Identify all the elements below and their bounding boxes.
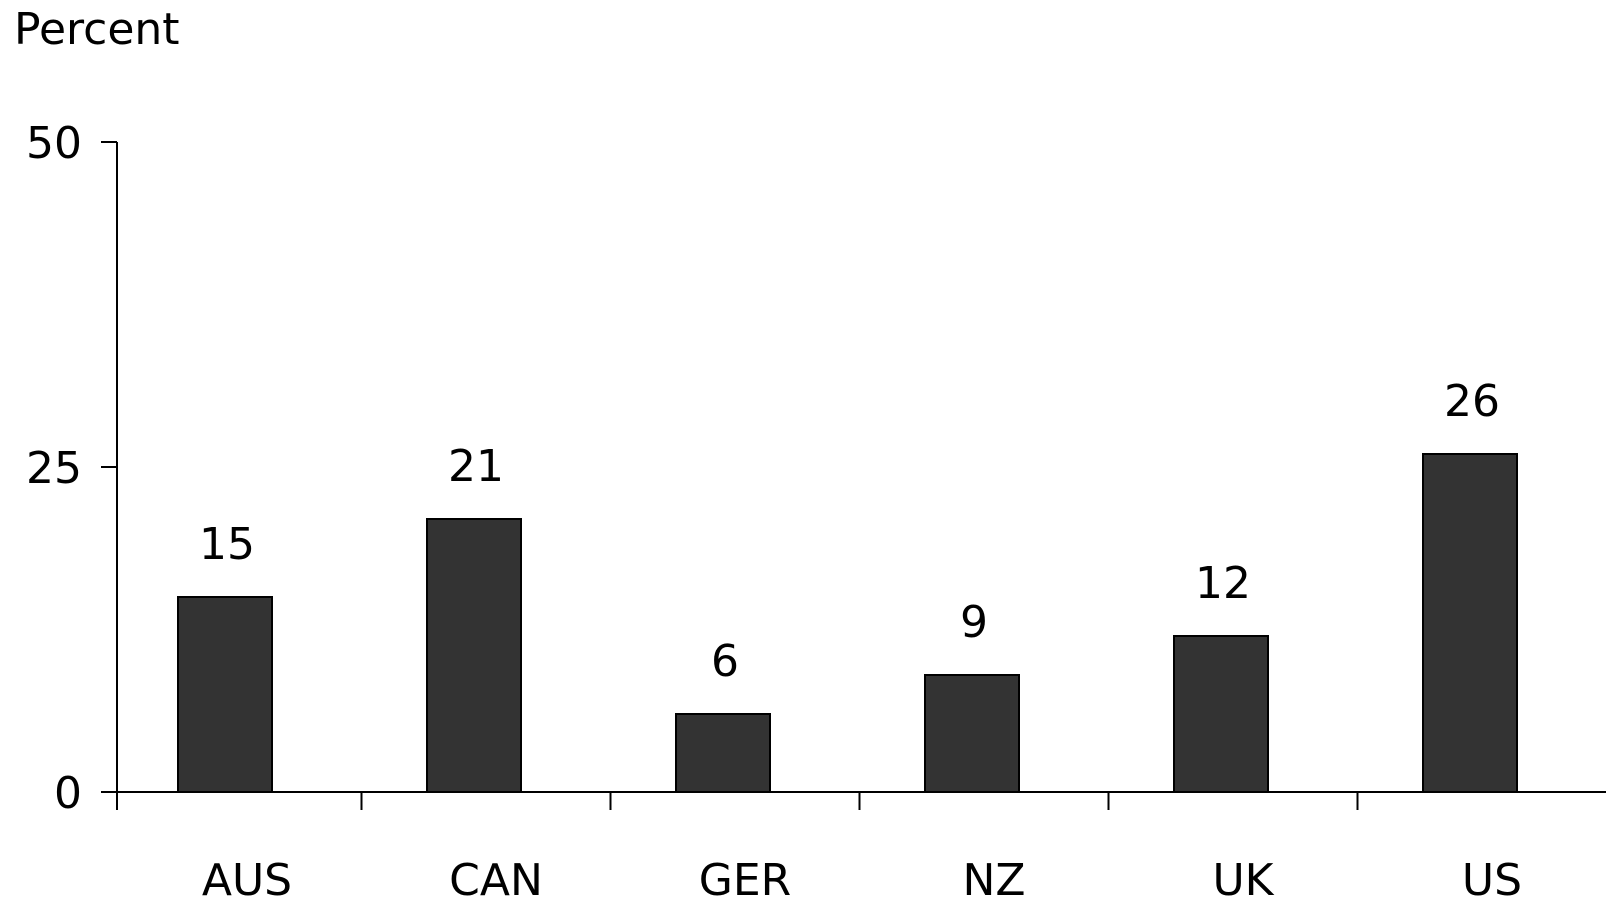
x-tick-label: CAN <box>449 855 543 900</box>
bar <box>924 674 1020 793</box>
x-ticks: AUS CAN GER NZ UK US <box>116 792 1522 900</box>
y-axis-label: Percent <box>14 4 180 55</box>
bar <box>1173 635 1269 793</box>
data-label: 9 <box>960 597 988 648</box>
data-labels: 15 21 6 9 12 26 <box>199 376 1500 687</box>
data-label: 12 <box>1195 558 1251 609</box>
data-label: 6 <box>711 636 739 687</box>
x-tick-label: GER <box>699 855 791 900</box>
x-tick-label: NZ <box>962 855 1025 900</box>
data-label: 15 <box>199 519 255 570</box>
y-tick-label: 50 <box>26 118 82 169</box>
bars <box>177 453 1518 793</box>
bar <box>675 713 771 793</box>
x-tick-label: UK <box>1212 855 1274 900</box>
data-label: 26 <box>1444 376 1500 427</box>
axes <box>116 142 1606 808</box>
y-ticks: 0 25 50 <box>26 118 117 819</box>
y-tick-label: 0 <box>54 768 82 819</box>
bar <box>177 596 273 793</box>
x-tick-label: AUS <box>202 855 292 900</box>
y-tick-label: 25 <box>26 443 82 494</box>
x-tick-label: US <box>1462 855 1522 900</box>
bar <box>426 518 522 793</box>
bar <box>1422 453 1518 793</box>
data-label: 21 <box>448 441 504 492</box>
